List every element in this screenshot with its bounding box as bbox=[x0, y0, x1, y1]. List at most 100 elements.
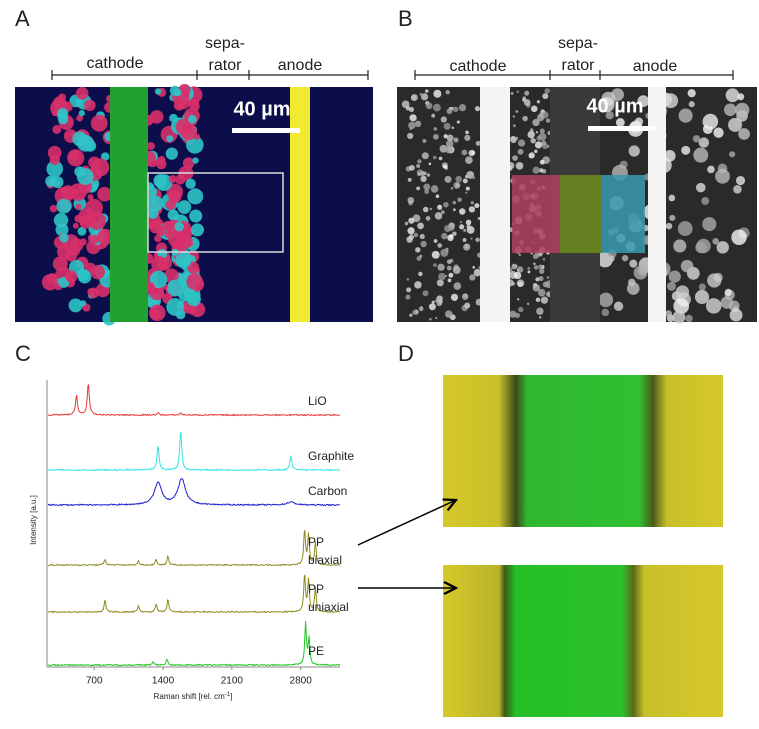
particle bbox=[432, 133, 439, 140]
particle bbox=[150, 308, 162, 320]
particle bbox=[192, 157, 199, 164]
x-label-text: Raman shift [rel. cm bbox=[154, 692, 225, 701]
particle bbox=[459, 208, 466, 215]
particle bbox=[97, 228, 114, 245]
particle bbox=[167, 209, 179, 221]
particle bbox=[69, 150, 80, 161]
particle bbox=[415, 247, 421, 253]
particle bbox=[412, 310, 417, 315]
particle bbox=[65, 249, 78, 262]
particle bbox=[76, 114, 84, 122]
particle bbox=[406, 278, 410, 281]
region-label: cathode bbox=[87, 55, 144, 72]
particle bbox=[510, 137, 517, 144]
particle bbox=[421, 152, 429, 160]
particle bbox=[702, 217, 717, 232]
particle bbox=[698, 137, 710, 148]
particle bbox=[466, 170, 475, 179]
particle bbox=[673, 298, 690, 314]
particle bbox=[413, 232, 419, 238]
particle bbox=[436, 279, 444, 287]
series-label: LiO bbox=[308, 394, 327, 408]
spectrum bbox=[47, 574, 341, 614]
particle bbox=[75, 203, 82, 210]
particle bbox=[456, 120, 460, 124]
particle bbox=[88, 212, 107, 230]
particle bbox=[156, 158, 167, 170]
particle bbox=[675, 285, 690, 299]
particle bbox=[46, 160, 64, 178]
particle bbox=[534, 141, 543, 149]
particle bbox=[59, 233, 69, 243]
particle bbox=[668, 194, 676, 202]
particle bbox=[536, 114, 545, 122]
particle bbox=[452, 200, 457, 205]
particle bbox=[707, 273, 722, 288]
particle bbox=[457, 197, 462, 202]
particle bbox=[173, 100, 185, 111]
particle bbox=[423, 171, 427, 176]
particle bbox=[431, 250, 440, 259]
particle bbox=[449, 234, 454, 239]
particle bbox=[407, 227, 415, 235]
scale-bar bbox=[588, 126, 655, 131]
particle bbox=[637, 95, 650, 107]
particle bbox=[539, 316, 542, 319]
particle bbox=[468, 206, 476, 213]
particle bbox=[455, 175, 462, 183]
particle bbox=[512, 124, 516, 128]
zoom-box bbox=[147, 172, 284, 253]
particle bbox=[613, 301, 624, 312]
particle bbox=[534, 149, 538, 154]
particle bbox=[529, 128, 534, 132]
particle bbox=[90, 234, 100, 244]
scale-bar-label: 40 µm bbox=[586, 95, 643, 117]
particle bbox=[695, 182, 706, 193]
series-label-line: PP bbox=[308, 535, 324, 549]
particle bbox=[453, 137, 459, 143]
particle bbox=[462, 238, 467, 242]
particle bbox=[185, 178, 196, 189]
particle bbox=[512, 115, 515, 118]
particle bbox=[698, 283, 706, 291]
particle bbox=[464, 134, 471, 141]
particle bbox=[437, 263, 445, 271]
particle bbox=[438, 156, 443, 161]
particle bbox=[186, 136, 204, 154]
particle bbox=[546, 275, 550, 279]
particle bbox=[425, 102, 433, 110]
particle bbox=[729, 308, 743, 322]
particle bbox=[187, 188, 204, 205]
particle bbox=[688, 101, 695, 108]
particle bbox=[536, 100, 540, 104]
particle bbox=[532, 284, 541, 292]
particle bbox=[444, 175, 452, 183]
panel-label: D bbox=[398, 341, 414, 366]
particle bbox=[475, 237, 480, 243]
particle bbox=[446, 265, 452, 271]
particle bbox=[509, 310, 517, 318]
particle bbox=[680, 259, 694, 273]
series-label: PE bbox=[308, 644, 324, 658]
particle bbox=[669, 214, 676, 221]
particle bbox=[177, 275, 188, 286]
particle bbox=[149, 270, 168, 289]
particle bbox=[173, 88, 182, 97]
particle bbox=[432, 103, 441, 112]
particle bbox=[461, 149, 468, 156]
bracket bbox=[414, 70, 734, 80]
separator-band bbox=[110, 87, 148, 322]
particle bbox=[408, 121, 416, 130]
scale-bar-label: 40 µm bbox=[233, 98, 290, 120]
particle bbox=[475, 140, 481, 146]
particle bbox=[189, 209, 203, 223]
particle bbox=[409, 114, 417, 122]
particle bbox=[76, 268, 89, 281]
particle bbox=[539, 268, 545, 274]
panel-label: C bbox=[15, 341, 31, 366]
x-label-end: ] bbox=[230, 692, 232, 701]
particle bbox=[191, 102, 200, 111]
particle bbox=[716, 241, 729, 254]
particle bbox=[738, 128, 750, 140]
